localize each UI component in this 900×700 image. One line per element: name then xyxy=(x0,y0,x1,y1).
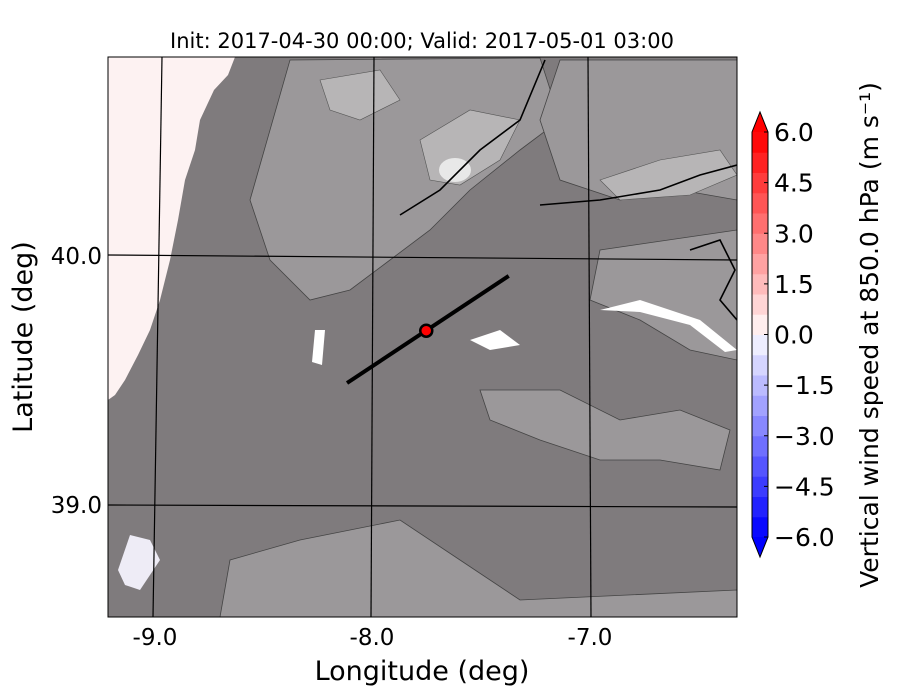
plot-frame xyxy=(107,56,738,618)
colorbar-ticks: 6.0 4.5 3.0 1.5 0.0 −1.5 −3.0 −4.5 −6.0 xyxy=(764,118,835,552)
x-axis: -9.0 -8.0 -7.0 xyxy=(133,625,613,651)
colorbar-level xyxy=(752,334,768,356)
colorbar-extend-min xyxy=(752,537,768,557)
colorbar-tick-label: 4.5 xyxy=(774,169,814,198)
colorbar-tick-label: −6.0 xyxy=(774,523,835,552)
contour-lines xyxy=(399,59,737,321)
gridline-lat-40 xyxy=(108,254,737,261)
map-area xyxy=(108,57,737,617)
gridlines xyxy=(108,57,737,617)
mountain-peak xyxy=(439,158,471,182)
x-tick-label: -7.0 xyxy=(568,625,613,651)
gridline-lon--9 xyxy=(152,57,163,617)
colorbar-level xyxy=(752,354,768,376)
colorbar-level xyxy=(752,132,768,153)
colorbar-level xyxy=(752,415,768,437)
colorbar-level xyxy=(752,395,768,416)
colorbar-tick-label: −1.5 xyxy=(774,371,835,400)
chart-title: Init: 2017-04-30 00:00; Valid: 2017-05-0… xyxy=(170,29,674,53)
colorbar-level xyxy=(752,516,768,538)
colorbar-tick-label: −3.0 xyxy=(774,422,835,451)
colorbar-level xyxy=(752,496,768,518)
colorbar-tick-label: 3.0 xyxy=(774,219,814,248)
colorbar-level xyxy=(752,233,768,254)
colorbar-label: Vertical wind speed at 850.0 hPa (m s⁻¹) xyxy=(855,82,884,588)
x-tick-label: -8.0 xyxy=(350,625,395,651)
y-tick-label: 39.0 xyxy=(51,493,102,519)
colorbar-level xyxy=(752,435,768,457)
river-features xyxy=(312,300,737,365)
ocean-area xyxy=(108,57,235,400)
colorbar-level xyxy=(752,375,768,396)
colorbar-level xyxy=(752,476,768,497)
x-tick-label: -9.0 xyxy=(133,625,178,651)
colorbar xyxy=(751,110,769,559)
colorbar-tick-label: 1.5 xyxy=(774,270,814,299)
x-axis-label: Longitude (deg) xyxy=(315,656,530,687)
colorbar-level xyxy=(752,456,768,477)
colorbar-level xyxy=(752,253,768,275)
gridline-lon--7 xyxy=(587,57,592,617)
colorbar-level xyxy=(752,172,768,194)
ocean-area-south xyxy=(118,535,160,590)
colorbar-tick-label: 6.0 xyxy=(774,118,814,147)
location-marker xyxy=(419,323,434,338)
colorbar-tick-label: −4.5 xyxy=(774,472,835,501)
colorbar-extend-max xyxy=(752,112,768,132)
gridline-lon--8 xyxy=(370,57,375,617)
colorbar-tick-label: 0.0 xyxy=(774,321,814,350)
y-axis-label: Latitude (deg) xyxy=(8,241,39,433)
colorbar-level xyxy=(752,152,768,173)
gridline-lat-39 xyxy=(108,504,737,508)
colorbar-level xyxy=(752,192,768,214)
colorbar-level xyxy=(752,273,768,295)
colorbar-level xyxy=(752,314,768,335)
colorbar-level xyxy=(752,294,768,315)
y-tick-label: 40.0 xyxy=(51,244,102,270)
colorbar-level xyxy=(752,213,768,234)
